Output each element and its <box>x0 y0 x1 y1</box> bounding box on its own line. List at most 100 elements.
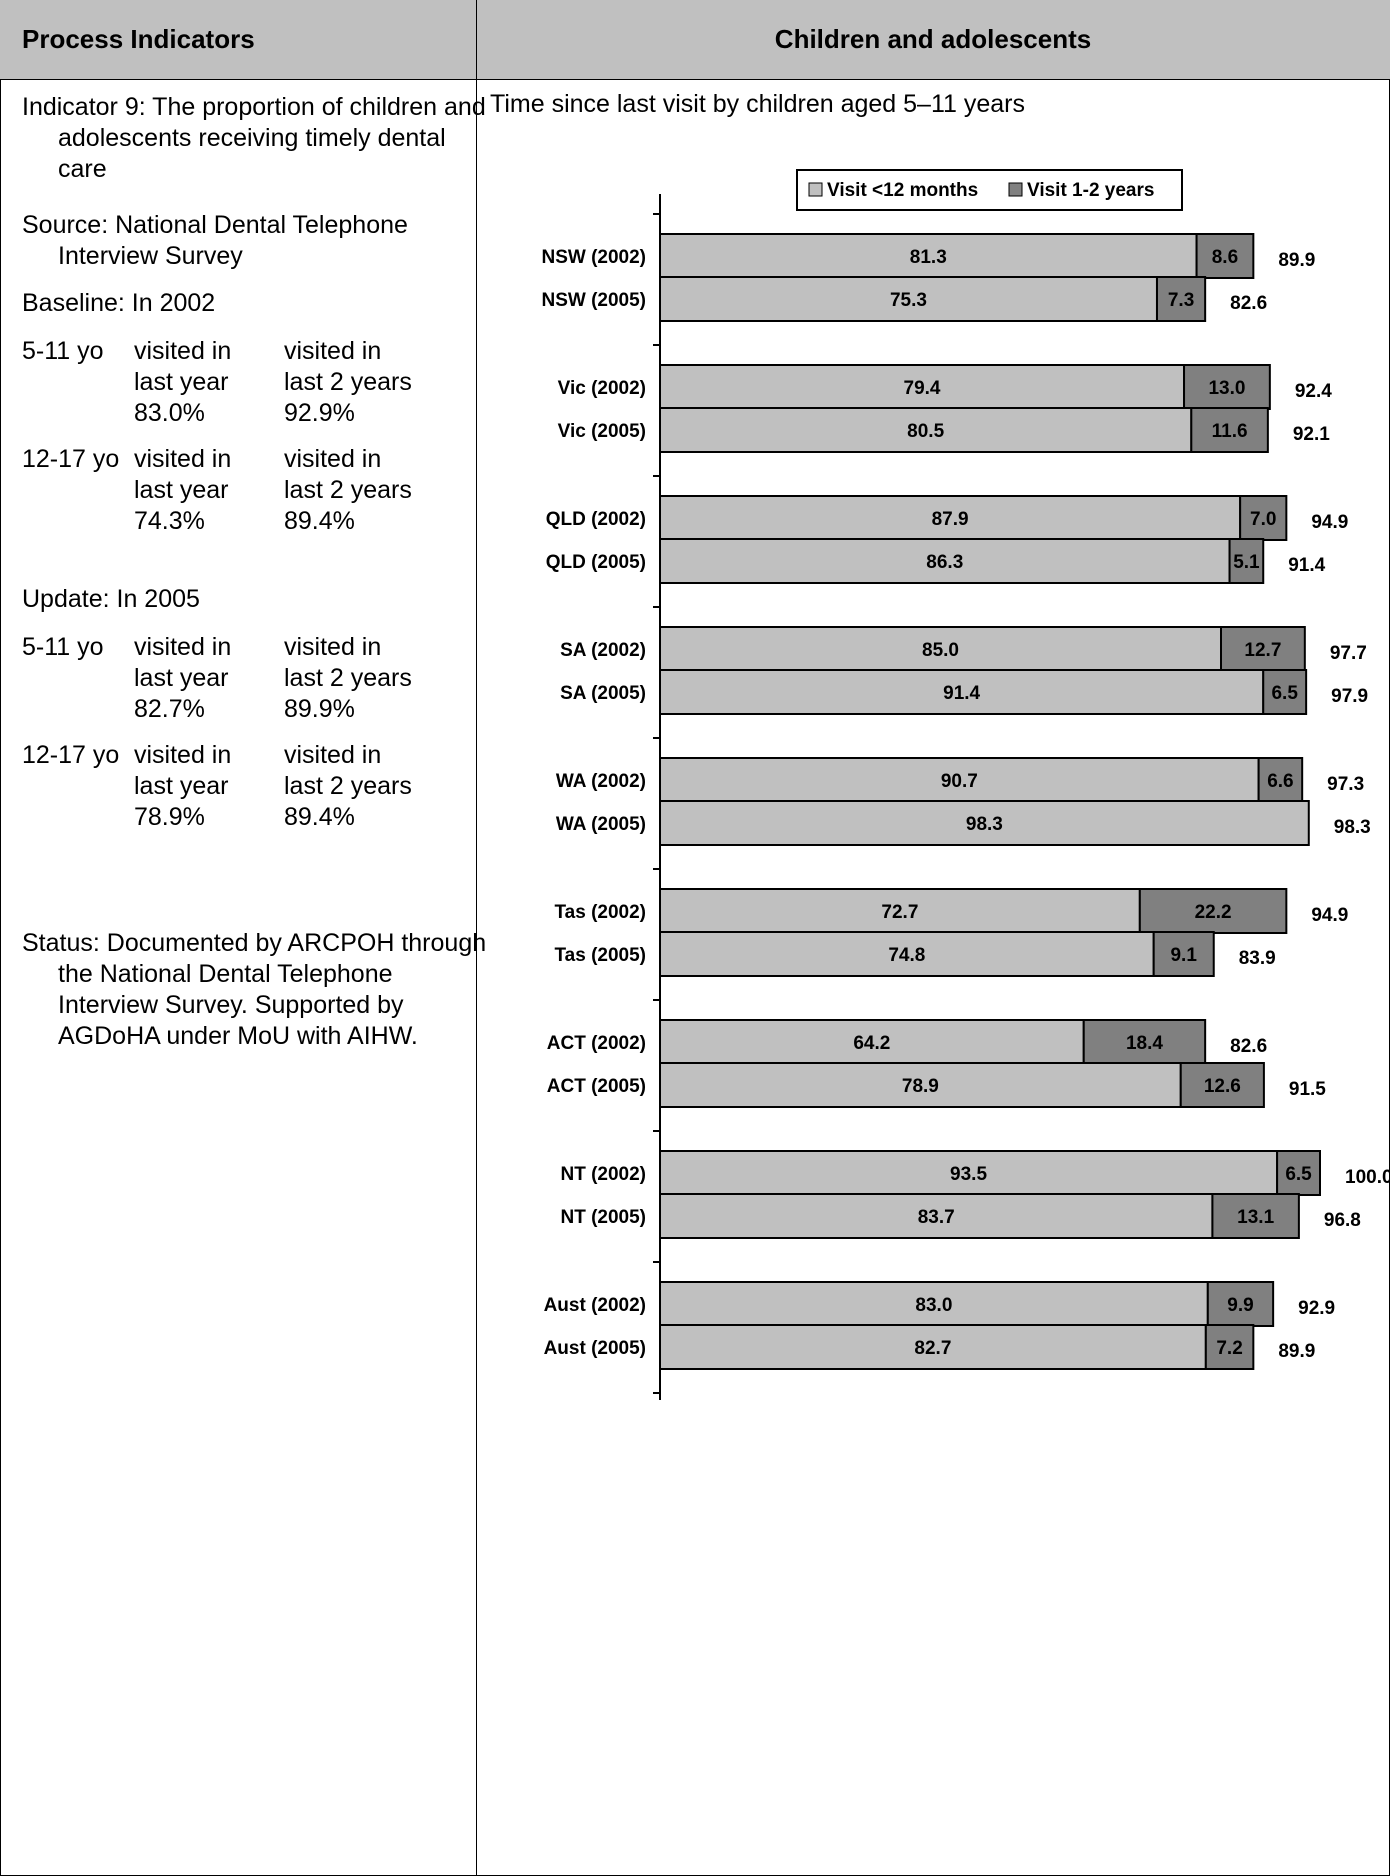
data-label: 12.6 <box>1204 1076 1241 1097</box>
bar-visit-lt12 <box>659 407 1193 453</box>
total-label: 89.9 <box>1278 1341 1315 1362</box>
update-label: Update: In 2005 <box>22 585 200 613</box>
data-label: 12.7 <box>1244 640 1281 661</box>
category-label: NSW (2002) <box>541 247 646 268</box>
data-label: 93.5 <box>950 1164 987 1185</box>
data-label: 22.2 <box>1195 902 1232 923</box>
total-label: 82.6 <box>1230 293 1267 314</box>
group-label: 12-17 yo <box>22 741 120 769</box>
total-label: 83.9 <box>1239 948 1276 969</box>
data-label: 64.2 <box>853 1033 890 1054</box>
last-2-years-cell: visited in last 2 years 89.4% <box>284 741 412 831</box>
data-label: 81.3 <box>910 247 947 268</box>
bar-visit-1-2 <box>1257 757 1304 803</box>
category-label: Aust (2002) <box>544 1295 646 1316</box>
data-label: 18.4 <box>1126 1033 1163 1054</box>
last-2-years-cell: visited in last 2 years 92.9% <box>284 337 412 427</box>
category-label: WA (2002) <box>556 771 646 792</box>
category-label: NSW (2005) <box>541 290 646 311</box>
chart-title: Time since last visit by children aged 5… <box>490 90 1025 118</box>
total-label: 91.5 <box>1289 1079 1326 1100</box>
bar-visit-lt12 <box>659 1193 1214 1239</box>
group-label: 12-17 yo <box>22 445 120 473</box>
bar-visit-1-2 <box>1152 931 1215 977</box>
bar-visit-1-2 <box>1190 407 1269 453</box>
group-label: 5-11 yo <box>22 337 104 365</box>
data-label: 11.6 <box>1212 421 1248 442</box>
total-label: 97.9 <box>1331 686 1368 707</box>
total-label: 92.4 <box>1295 381 1332 402</box>
data-label: 91.4 <box>943 683 980 704</box>
category-label: QLD (2002) <box>546 509 646 530</box>
bar-visit-1-2 <box>1138 888 1288 934</box>
bar-visit-lt12 <box>659 538 1231 584</box>
total-label: 97.3 <box>1327 774 1364 795</box>
bar-visit-lt12 <box>659 1281 1209 1327</box>
total-label: 92.9 <box>1298 1298 1335 1319</box>
total-label: 82.6 <box>1230 1036 1267 1057</box>
total-label: 98.3 <box>1334 817 1371 838</box>
bar-visit-lt12 <box>659 1019 1085 1065</box>
data-label: 83.7 <box>918 1207 955 1228</box>
data-label: 86.3 <box>926 552 963 573</box>
source-text: Source: National Dental Telephone Interv… <box>22 211 408 270</box>
category-label: Vic (2002) <box>558 378 646 399</box>
data-label: 72.7 <box>881 902 918 923</box>
category-label: QLD (2005) <box>546 552 646 573</box>
bar-visit-lt12 <box>659 757 1260 803</box>
bar-visit-lt12 <box>659 1150 1279 1196</box>
data-label: 80.5 <box>907 421 944 442</box>
total-label: 94.9 <box>1311 512 1348 533</box>
data-label: 6.6 <box>1267 771 1293 792</box>
bar-visit-1-2 <box>1155 276 1207 322</box>
category-label: Vic (2005) <box>558 421 646 442</box>
data-label: 6.5 <box>1285 1164 1312 1185</box>
data-label: 79.4 <box>904 378 941 399</box>
bar-visit-1-2 <box>1228 538 1265 584</box>
data-label: 75.3 <box>890 290 927 311</box>
total-label: 89.9 <box>1278 250 1315 271</box>
header-process-indicators: Process Indicators <box>0 0 476 80</box>
last-year-cell: visited in last year 82.7% <box>134 633 232 723</box>
total-label: 92.1 <box>1293 424 1330 445</box>
category-label: Aust (2005) <box>544 1338 646 1359</box>
update-row-12-17: 12-17 yo visited in last year 78.9% visi… <box>22 740 462 840</box>
data-label: 78.9 <box>902 1076 939 1097</box>
data-label: 82.7 <box>914 1338 951 1359</box>
baseline-label: Baseline: In 2002 <box>22 289 216 317</box>
legend-entry: Visit <12 months <box>827 180 978 201</box>
data-label: 8.6 <box>1212 247 1238 268</box>
legend-swatch <box>1008 182 1023 197</box>
group-label: 5-11 yo <box>22 633 104 661</box>
category-label: ACT (2005) <box>547 1076 646 1097</box>
legend-swatch <box>808 182 823 197</box>
baseline-row-12-17: 12-17 yo visited in last year 74.3% visi… <box>22 444 462 544</box>
category-label: WA (2005) <box>556 814 646 835</box>
legend-entry: Visit 1-2 years <box>1027 180 1154 201</box>
status-text: Status: Documented by ARCPOH through the… <box>22 929 487 1050</box>
data-label: 85.0 <box>922 640 959 661</box>
data-label: 87.9 <box>932 509 969 530</box>
bar-visit-1-2 <box>1239 495 1288 541</box>
bar-visit-lt12 <box>659 669 1265 715</box>
last-year-cell: visited in last year 78.9% <box>134 741 232 831</box>
category-label: SA (2005) <box>560 683 646 704</box>
total-label: 96.8 <box>1324 1210 1361 1231</box>
update-row-5-11: 5-11 yo visited in last year 82.7% visit… <box>22 632 462 732</box>
last-year-cell: visited in last year 74.3% <box>134 445 232 535</box>
category-label: NT (2005) <box>560 1207 646 1228</box>
column-divider <box>476 0 477 1876</box>
data-label: 9.1 <box>1170 945 1197 966</box>
baseline-row-5-11: 5-11 yo visited in last year 83.0% visit… <box>22 336 462 436</box>
bar-visit-1-2 <box>1276 1150 1321 1196</box>
bar-visit-1-2 <box>1211 1193 1300 1239</box>
total-label: 94.9 <box>1311 905 1348 926</box>
data-label: 13.0 <box>1208 378 1245 399</box>
data-label: 5.1 <box>1233 552 1260 573</box>
last-2-years-cell: visited in last 2 years 89.9% <box>284 633 412 723</box>
category-label: NT (2002) <box>560 1164 646 1185</box>
bar-visit-1-2 <box>1262 669 1308 715</box>
bar-visit-1-2 <box>1204 1324 1255 1370</box>
data-label: 9.9 <box>1227 1295 1253 1316</box>
